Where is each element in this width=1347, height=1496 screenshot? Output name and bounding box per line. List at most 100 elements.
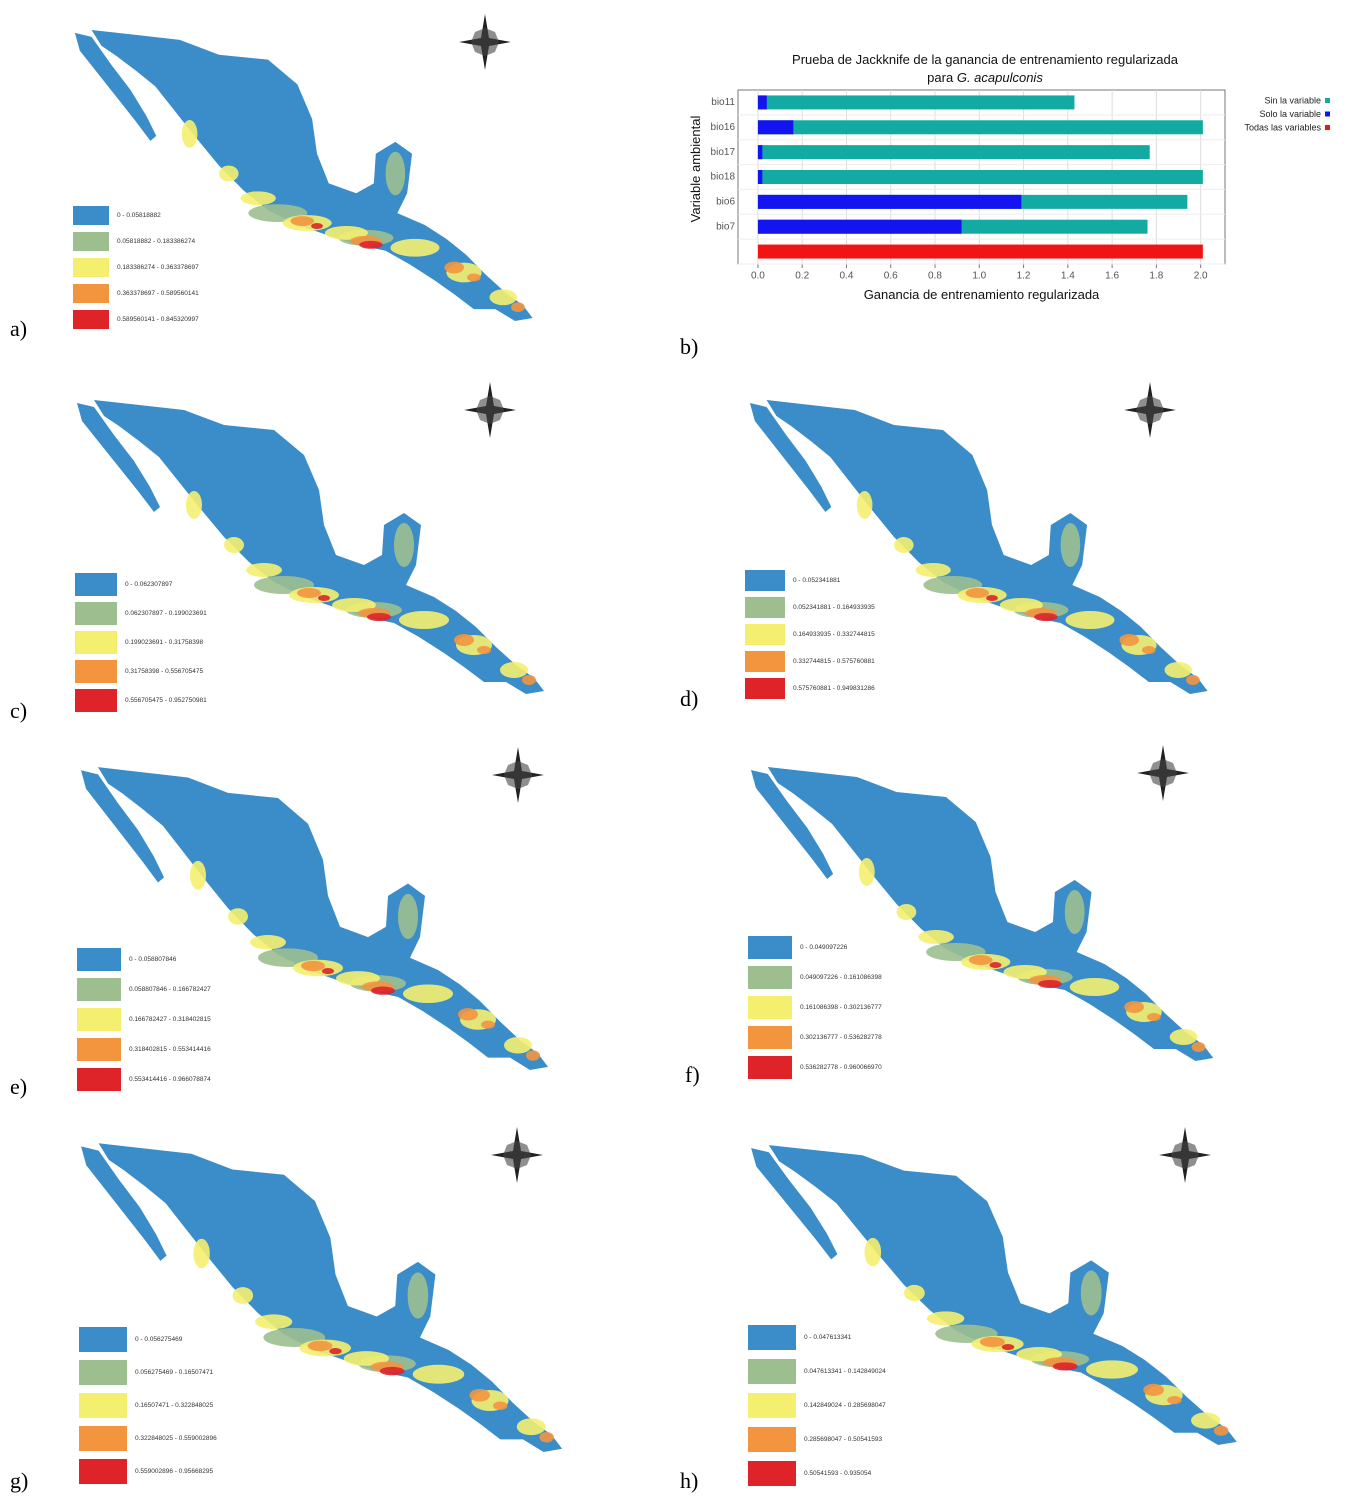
suitability-area: [1167, 1396, 1182, 1404]
legend-swatch: [745, 570, 785, 591]
compass: [492, 747, 544, 803]
legend-label: 0 - 0.05818882: [117, 212, 161, 219]
compass: [1137, 745, 1189, 801]
suitability-area: [1053, 1362, 1078, 1370]
suitability-area: [408, 1272, 429, 1318]
legend-label: Sin la variable: [1264, 95, 1321, 105]
suitability-area: [1066, 611, 1115, 629]
compass-star: [1171, 1141, 1199, 1169]
suitability-area: [297, 588, 321, 598]
x-tick-label: 0.0: [751, 271, 765, 282]
legend-swatch: [79, 1459, 127, 1484]
suitability-area: [990, 962, 1002, 968]
suitability-area: [477, 646, 491, 654]
suitability-area: [391, 239, 440, 257]
suitability-area: [193, 1239, 209, 1268]
legend-label: 0.166782427 - 0.318402815: [129, 1016, 211, 1023]
legend-swatch: [79, 1327, 127, 1352]
legend-swatch: [73, 284, 109, 303]
legend-swatch: [75, 660, 117, 683]
suitability-area: [367, 613, 391, 621]
panel-label: e): [10, 1074, 27, 1099]
suitability-area: [1164, 662, 1191, 678]
legend-label: 0.575760881 - 0.949831286: [793, 685, 875, 692]
legend-swatch: [748, 1359, 796, 1384]
x-axis-label: Ganancia de entrenamiento regularizada: [864, 287, 1100, 302]
y-tick-label: bio17: [711, 147, 736, 158]
compass-star: [1136, 396, 1164, 424]
map: [75, 30, 533, 321]
legend-label: 0.183386274 - 0.363378697: [117, 264, 199, 271]
legend-label: 0.363378697 - 0.589560141: [117, 290, 199, 297]
legend-swatch: [1325, 112, 1330, 117]
map: [750, 400, 1208, 694]
suitability-area: [469, 1389, 490, 1402]
map: [77, 400, 544, 694]
suitability-area: [1143, 1384, 1164, 1396]
legend-label: 0.553414416 - 0.966078874: [129, 1076, 211, 1083]
suitability-area: [308, 1341, 333, 1352]
legend-label: 0.062307897 - 0.199023691: [125, 610, 207, 617]
panel-label: g): [10, 1468, 28, 1493]
legend-swatch: [748, 996, 792, 1019]
legend-label: 0 - 0.049097226: [800, 944, 848, 951]
panel-label: a): [10, 316, 27, 341]
suitability-area: [918, 930, 954, 944]
legend-swatch: [748, 936, 792, 959]
suitability-area: [493, 1402, 507, 1410]
suitability-area: [1034, 613, 1058, 621]
legend-swatch: [745, 651, 785, 672]
suitability-area: [526, 1050, 540, 1060]
legend-label: 0.049097226 - 0.161086398: [800, 974, 882, 981]
suitability-area: [504, 1037, 532, 1053]
suitability-area: [1086, 1360, 1138, 1378]
suitability-area: [380, 1367, 405, 1375]
legend-swatch: [748, 1056, 792, 1079]
suitability-area: [224, 537, 244, 553]
legend-swatch: [745, 597, 785, 618]
legend-label: 0 - 0.062307897: [125, 581, 173, 588]
suitability-area: [413, 1365, 465, 1384]
legend-label: 0.164933935 - 0.332744815: [793, 631, 875, 638]
suitability-area: [1186, 675, 1200, 685]
suitability-area: [1170, 1029, 1198, 1045]
suitability-area: [318, 595, 330, 601]
legend-label: 0 - 0.056275469: [135, 1336, 183, 1343]
y-tick-label: bio16: [711, 122, 736, 133]
bar: [758, 245, 1203, 259]
compass: [491, 1127, 543, 1183]
x-tick-label: 0.6: [884, 271, 898, 282]
compass: [464, 382, 516, 438]
legend-label: 0.302136777 - 0.536282778: [800, 1034, 882, 1041]
legend-swatch: [748, 1427, 796, 1452]
map: [751, 1145, 1237, 1445]
suitability-area: [500, 662, 528, 678]
suitability-area: [1081, 1271, 1102, 1316]
suitability-area: [986, 595, 998, 601]
legend-swatch: [748, 1026, 792, 1049]
suitability-area: [322, 968, 334, 974]
suitability-area: [859, 858, 875, 886]
chart-title-text: para: [927, 70, 954, 85]
suitability-area: [394, 523, 414, 567]
suitability-area: [1142, 646, 1156, 654]
legend-swatch: [77, 1038, 121, 1061]
legend-swatch: [745, 678, 785, 699]
suitability-area: [467, 273, 481, 281]
suitability-area: [1191, 1412, 1220, 1428]
legend-label: 0.536282778 - 0.960066970: [800, 1064, 882, 1071]
x-tick-label: 1.0: [972, 271, 986, 282]
legend-swatch: [748, 1325, 796, 1350]
suitability-area: [371, 987, 395, 995]
y-tick-label: bio6: [716, 196, 735, 207]
legend-label: 0.058807846 - 0.166782427: [129, 986, 211, 993]
legend-swatch: [748, 1461, 796, 1486]
panel-label: c): [10, 698, 27, 723]
legend-swatch: [745, 624, 785, 645]
chart-title: para G. acapulconis: [927, 70, 1043, 85]
panel-label: f): [685, 1062, 700, 1087]
suitability-area: [1119, 634, 1139, 646]
legend-swatch: [73, 258, 109, 277]
y-tick-label: bio18: [711, 172, 736, 183]
x-tick-label: 2.0: [1194, 271, 1208, 282]
